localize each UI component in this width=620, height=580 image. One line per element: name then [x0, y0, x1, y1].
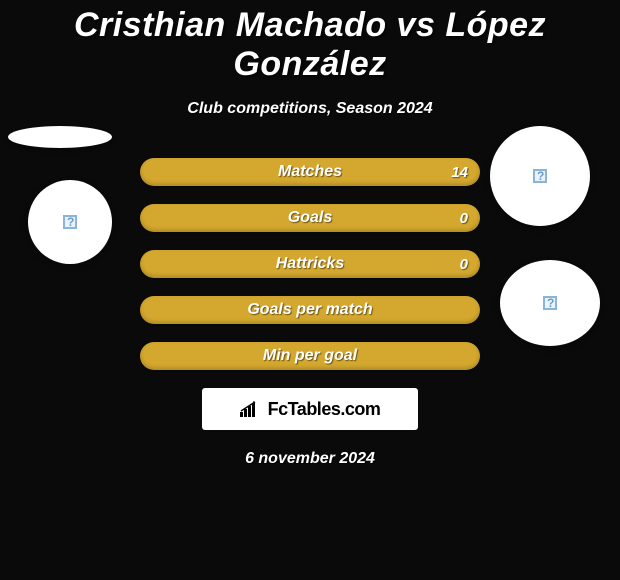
- stat-value: 14: [451, 164, 468, 181]
- stat-bar-matches: Matches 14: [140, 158, 480, 186]
- comparison-title: Cristhian Machado vs López González: [0, 0, 620, 84]
- stat-bar-goals: Goals 0: [140, 204, 480, 232]
- stat-bar-min-per-goal: Min per goal: [140, 342, 480, 370]
- stat-label: Hattricks: [276, 255, 344, 273]
- branding-badge: FcTables.com: [202, 388, 418, 430]
- comparison-date: 6 november 2024: [0, 450, 620, 468]
- image-placeholder-icon: [533, 169, 547, 183]
- player-avatar-right-1: [490, 126, 590, 226]
- stat-label: Min per goal: [263, 347, 357, 365]
- stats-container: Matches 14 Goals 0 Hattricks 0 Goals per…: [140, 158, 480, 370]
- stat-label: Goals: [288, 209, 332, 227]
- stat-value: 0: [460, 256, 468, 273]
- image-placeholder-icon: [63, 215, 77, 229]
- image-placeholder-icon: [543, 296, 557, 310]
- stat-label: Matches: [278, 163, 342, 181]
- bars-chart-icon: [240, 400, 262, 418]
- stat-value: 0: [460, 210, 468, 227]
- stat-bar-goals-per-match: Goals per match: [140, 296, 480, 324]
- comparison-subtitle: Club competitions, Season 2024: [0, 100, 620, 118]
- player-avatar-right-2: [500, 260, 600, 346]
- stat-bar-hattricks: Hattricks 0: [140, 250, 480, 278]
- stat-label: Goals per match: [247, 301, 372, 319]
- brand-text: FcTables.com: [268, 399, 381, 420]
- player-avatar-left: [28, 180, 112, 264]
- decorative-ellipse: [8, 126, 112, 148]
